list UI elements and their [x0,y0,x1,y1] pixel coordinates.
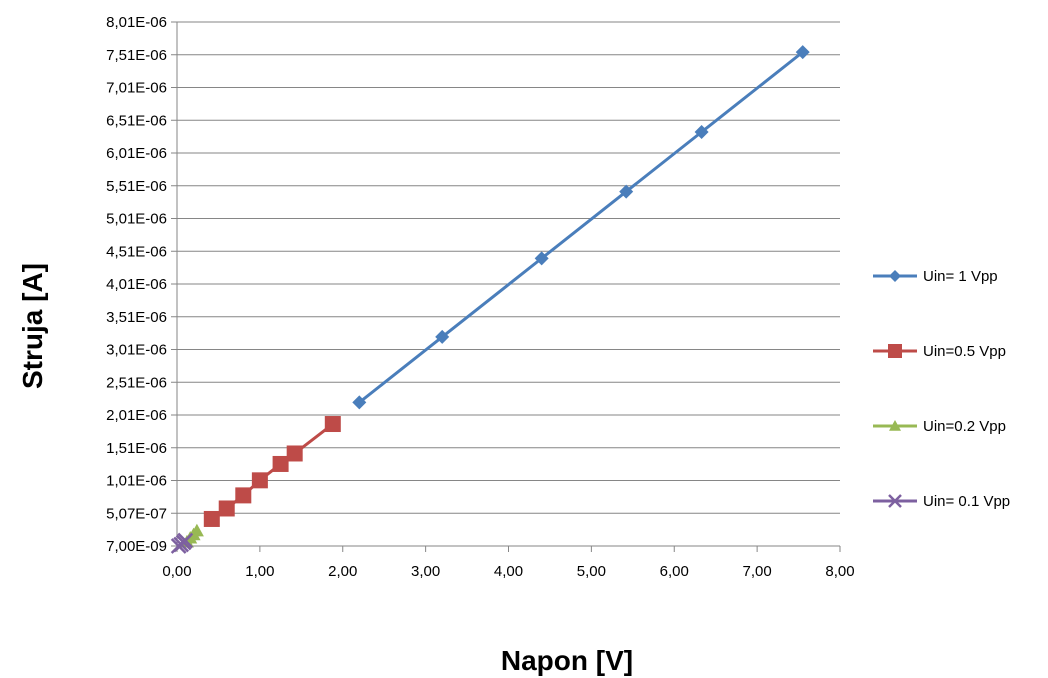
y-tick-label: 4,51E-06 [106,243,167,260]
y-tick-label: 1,51E-06 [106,440,167,457]
x-tick-label: 5,00 [577,563,606,580]
data-point [889,420,901,431]
y-tick-label: 4,01E-06 [106,276,167,293]
series [352,45,810,410]
y-tick-label: 1,01E-06 [106,473,167,490]
series [170,532,194,554]
data-point [534,251,549,266]
y-tick-label: 8,01E-06 [106,14,167,31]
data-point [235,487,252,504]
data-point [889,270,901,282]
data-point [352,395,367,410]
data-point [694,124,709,139]
data-point [177,532,194,549]
data-point [435,329,450,344]
legend-label: Uin= 1 Vpp [923,268,998,285]
legend: Uin= 1 Vpp Uin=0.5 Vpp Uin=0.2 Vpp Uin= 0.1… [873,268,1010,510]
x-axis-title: Napon [V] [501,645,633,676]
data-point [619,184,634,199]
data-point [324,416,341,433]
y-tick-label: 5,07E-07 [106,505,167,522]
x-tick-label: 7,00 [743,563,772,580]
x-tick-label: 3,00 [411,563,440,580]
x-tick-label: 4,00 [494,563,523,580]
data-point [203,510,220,527]
y-tick-label: 3,51E-06 [106,309,167,326]
y-tick-label: 2,01E-06 [106,407,167,424]
y-tick-label: 2,51E-06 [106,374,167,391]
x-tick-label: 0,00 [162,563,191,580]
y-tick-label: 5,01E-06 [106,211,167,228]
data-point [218,500,235,517]
data-point [272,455,289,472]
axes [171,21,841,552]
legend-label: Uin= 0.1 Vpp [923,493,1010,510]
y-tick-label: 6,01E-06 [106,145,167,162]
legend-item: Uin= 1 Vpp [873,268,998,285]
tick-labels: 7,00E-09 5,07E-07 1,01E-06 1,51E-06 2,01E-06… [106,14,854,580]
y-tick-label: 7,01E-06 [106,80,167,97]
legend-item: Uin=0.2 Vpp [873,418,1006,435]
y-tick-label: 5,51E-06 [106,178,167,195]
legend-item: Uin= 0.1 Vpp [873,493,1010,510]
y-axis-title: Struja [A] [17,263,48,389]
data-point [888,494,902,508]
data-point [189,523,204,537]
legend-item: Uin=0.5 Vpp [873,343,1006,360]
x-tick-label: 8,00 [825,563,854,580]
x-tick-label: 2,00 [328,563,357,580]
data-point [286,445,303,462]
x-tick-label: 6,00 [660,563,689,580]
data-point [888,344,902,358]
legend-label: Uin=0.5 Vpp [923,343,1006,360]
y-tick-label: 3,01E-06 [106,342,167,359]
y-tick-label: 6,51E-06 [106,112,167,129]
y-tick-label: 7,00E-09 [106,538,167,555]
grid-lines [177,21,840,514]
series-layer [170,45,810,554]
data-point [251,472,268,489]
series-line [358,50,804,404]
x-tick-label: 1,00 [245,563,274,580]
data-point [795,45,810,60]
series [203,416,341,527]
y-tick-label: 7,51E-06 [106,47,167,64]
legend-label: Uin=0.2 Vpp [923,418,1006,435]
